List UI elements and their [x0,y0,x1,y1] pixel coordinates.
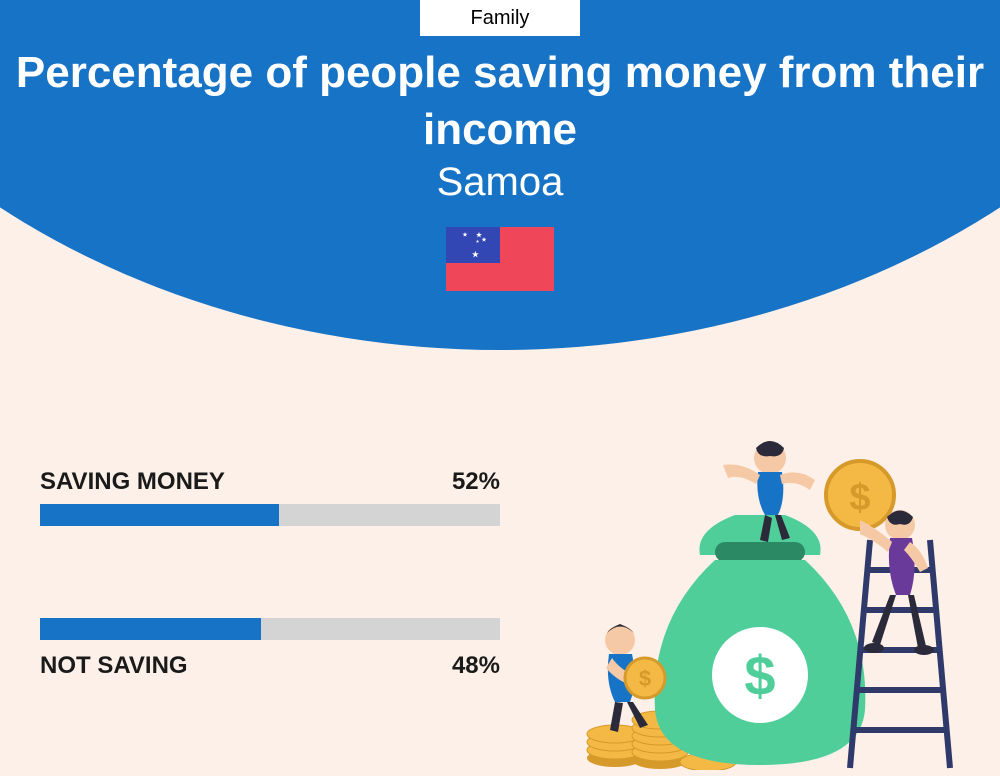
bar-label: SAVING MONEY [40,468,225,496]
country-flag [446,227,554,291]
bar-value: 52% [452,468,500,496]
money-bag: $ [655,515,866,765]
svg-text:$: $ [744,644,775,707]
savings-illustration: $ $ [560,420,960,770]
svg-text:$: $ [849,477,870,519]
bar-fill [40,504,279,526]
bar-fill [40,618,261,640]
bar-label: NOT SAVING [40,652,188,680]
bar-track [40,504,500,526]
bars-section: SAVING MONEY 52% NOT SAVING 48% [40,468,500,772]
category-tab: Family [420,0,580,36]
bar-track [40,618,500,640]
person-on-ladder [860,510,934,655]
bar-saving: SAVING MONEY 52% [40,468,500,526]
big-coin: $ [826,461,894,529]
page-title: Percentage of people saving money from t… [0,44,1000,158]
country-name: Samoa [0,160,1000,205]
svg-text:$: $ [639,666,651,691]
bar-value: 48% [452,652,500,680]
bar-not-saving: NOT SAVING 48% [40,618,500,680]
category-label: Family [471,7,530,30]
